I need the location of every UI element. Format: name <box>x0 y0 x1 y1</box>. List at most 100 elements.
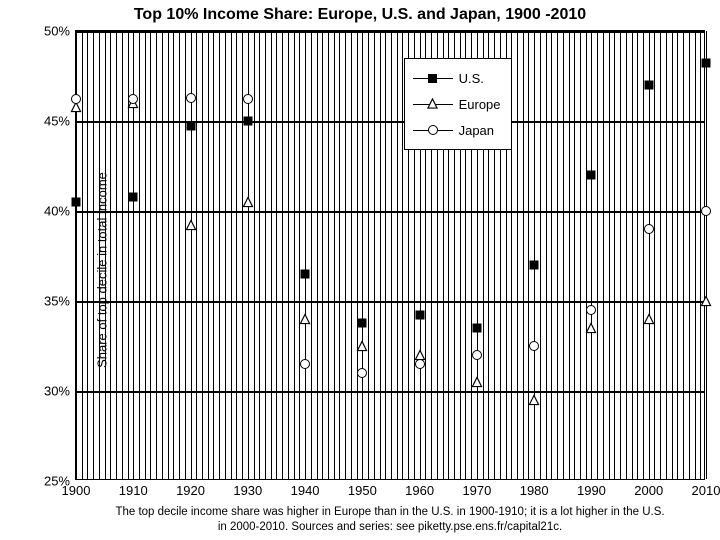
gridline-vertical <box>156 31 157 479</box>
gridline-vertical <box>179 31 180 479</box>
gridline-vertical <box>551 31 552 479</box>
gridline-vertical <box>666 31 667 479</box>
gridline-vertical <box>660 31 661 479</box>
gridline-vertical <box>695 31 696 479</box>
data-point <box>243 117 252 126</box>
gridline-vertical <box>637 31 638 479</box>
gridline-vertical <box>643 31 644 479</box>
data-point <box>186 122 195 131</box>
gridline-vertical <box>345 31 346 479</box>
data-point <box>71 94 81 104</box>
gridline-horizontal <box>76 121 704 123</box>
gridline-vertical <box>110 31 111 479</box>
gridline-vertical <box>139 31 140 479</box>
caption-line-1: The top decile income share was higher i… <box>115 506 664 518</box>
data-point <box>472 324 481 333</box>
data-point <box>185 220 196 231</box>
gridline-vertical <box>569 31 570 479</box>
gridline-vertical <box>282 31 283 479</box>
data-point <box>587 171 596 180</box>
legend-swatch <box>413 125 453 135</box>
square-icon <box>428 74 437 83</box>
gridline-vertical <box>122 31 123 479</box>
gridline-horizontal <box>76 211 704 213</box>
gridline-vertical <box>265 31 266 479</box>
x-tick-label: 1970 <box>462 483 491 498</box>
gridline-vertical <box>557 31 558 479</box>
data-point <box>586 323 597 334</box>
x-tick-label: 2000 <box>634 483 663 498</box>
gridline-vertical <box>317 31 318 479</box>
x-tick-label: 1930 <box>233 483 262 498</box>
data-point <box>586 305 596 315</box>
x-tick-label: 1980 <box>520 483 549 498</box>
data-point <box>644 224 654 234</box>
data-point <box>529 341 539 351</box>
gridline-vertical <box>236 31 237 479</box>
gridline-vertical <box>683 31 684 479</box>
data-point <box>701 296 712 307</box>
data-point <box>357 341 368 352</box>
gridline-vertical <box>99 31 100 479</box>
gridline-vertical <box>339 31 340 479</box>
data-point <box>186 93 196 103</box>
gridline-vertical <box>385 31 386 479</box>
gridline-vertical <box>649 31 650 479</box>
gridline-vertical <box>632 31 633 479</box>
data-point <box>415 311 424 320</box>
gridline-vertical <box>208 31 209 479</box>
gridline-vertical <box>213 31 214 479</box>
x-tick-label: 1940 <box>291 483 320 498</box>
gridline-vertical <box>145 31 146 479</box>
gridline-vertical <box>334 31 335 479</box>
gridline-vertical <box>168 31 169 479</box>
legend-label: U.S. <box>459 71 484 86</box>
legend-item: Europe <box>413 91 501 117</box>
legend: U.S.EuropeJapan <box>404 58 512 150</box>
gridline-vertical <box>288 31 289 479</box>
data-point <box>472 350 482 360</box>
gridline-vertical <box>368 31 369 479</box>
x-tick-label: 1990 <box>577 483 606 498</box>
y-tick-label: 30% <box>44 384 70 399</box>
legend-item: U.S. <box>413 65 501 91</box>
gridline-vertical <box>517 31 518 479</box>
gridline-vertical <box>322 31 323 479</box>
data-point <box>702 59 711 68</box>
chart-title: Top 10% Income Share: Europe, U.S. and J… <box>0 6 720 24</box>
gridline-vertical <box>328 31 329 479</box>
data-point <box>300 314 311 325</box>
gridline-vertical <box>196 31 197 479</box>
gridline-horizontal <box>76 31 704 33</box>
gridline-vertical <box>294 31 295 479</box>
gridline-vertical <box>574 31 575 479</box>
y-tick-label: 40% <box>44 204 70 219</box>
gridline-vertical <box>259 31 260 479</box>
data-point <box>72 198 81 207</box>
gridline-vertical <box>271 31 272 479</box>
y-tick-label: 50% <box>44 24 70 39</box>
gridline-horizontal <box>76 301 704 303</box>
gridline-vertical <box>563 31 564 479</box>
gridline-vertical <box>614 31 615 479</box>
gridline-vertical <box>677 31 678 479</box>
y-tick-label: 35% <box>44 294 70 309</box>
data-point <box>529 395 540 406</box>
gridline-vertical <box>380 31 381 479</box>
gridline-vertical <box>580 31 581 479</box>
gridline-vertical <box>305 31 306 479</box>
triangle-icon <box>427 97 438 112</box>
gridline-vertical <box>609 31 610 479</box>
x-tick-label: 1920 <box>176 483 205 498</box>
gridline-vertical <box>700 31 701 479</box>
gridline-vertical <box>534 31 535 479</box>
gridline-vertical <box>351 31 352 479</box>
circle-icon <box>428 125 438 135</box>
data-point <box>242 197 253 208</box>
gridline-vertical <box>689 31 690 479</box>
gridline-vertical <box>528 31 529 479</box>
gridline-vertical <box>654 31 655 479</box>
gridline-vertical <box>87 31 88 479</box>
x-tick-label: 2010 <box>692 483 720 498</box>
gridline-vertical <box>546 31 547 479</box>
